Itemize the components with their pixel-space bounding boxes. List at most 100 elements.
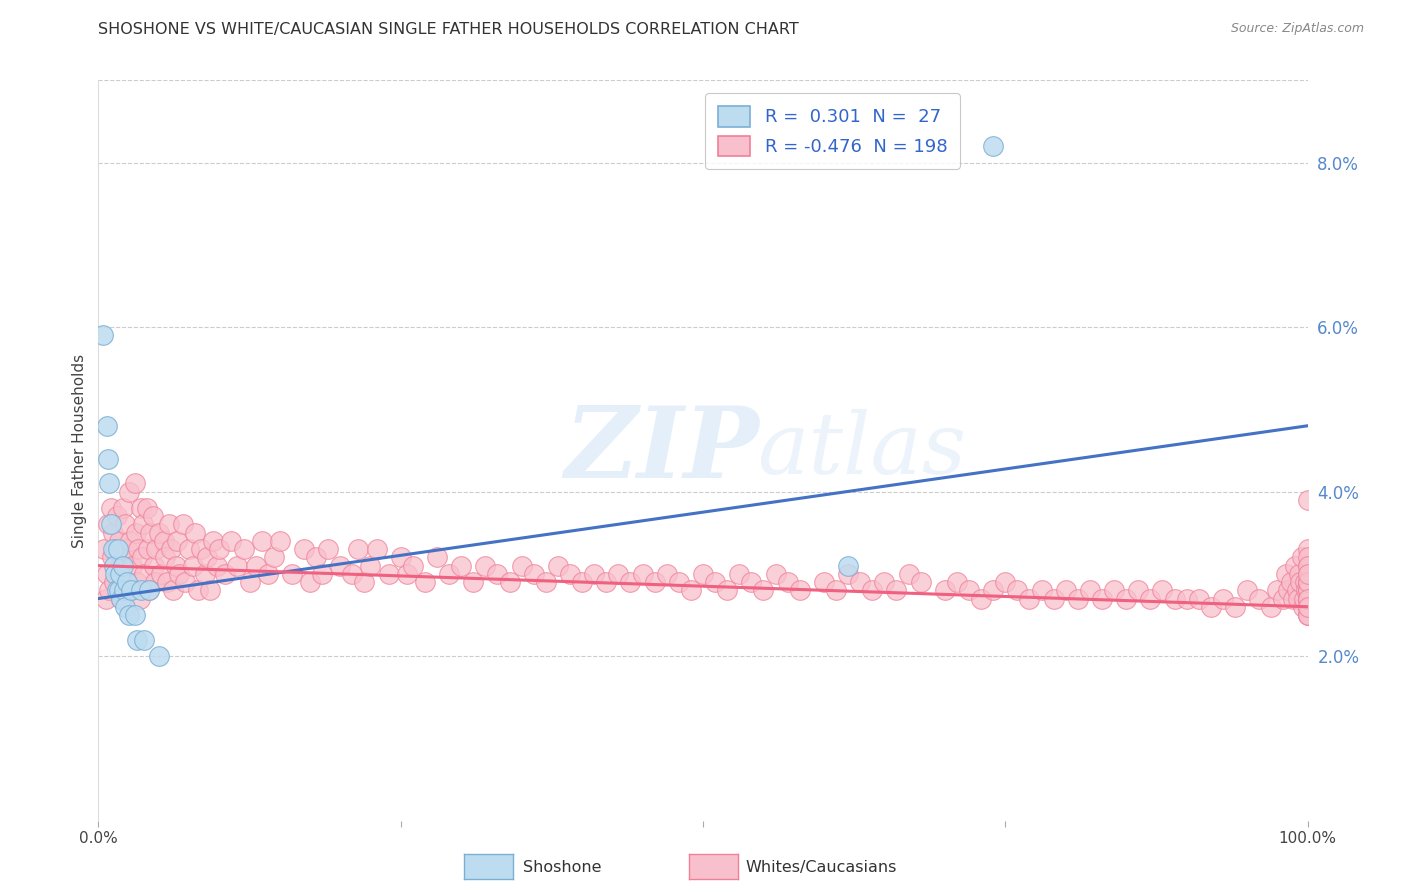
Point [98,583,121,598]
Point [117,542,139,557]
Point [631,566,654,581]
Point [1067,591,1090,606]
Point [118,484,141,499]
Point [150,566,173,581]
Point [156,575,179,590]
Y-axis label: Single Father Households: Single Father Households [72,353,87,548]
Point [316,542,339,557]
Point [100,501,122,516]
Point [1296,558,1319,573]
Point [583,566,606,581]
Point [1115,591,1137,606]
Point [108,583,131,598]
Point [813,575,835,590]
Point [101,525,124,540]
Point [1296,599,1319,614]
Point [118,607,141,622]
Point [1285,583,1308,598]
Point [486,566,509,581]
Point [395,566,418,581]
Point [1102,583,1125,598]
Point [1236,583,1258,598]
Point [169,566,191,581]
Point [131,550,153,565]
Point [172,517,194,532]
Point [329,558,352,573]
Point [1296,607,1319,622]
Point [934,583,956,598]
Point [281,566,304,581]
Point [704,575,727,590]
Text: atlas: atlas [758,409,966,491]
Point [607,566,630,581]
Point [165,558,187,573]
Point [1031,583,1053,598]
Point [1296,550,1319,565]
Point [120,583,142,598]
Point [1188,591,1211,606]
Point [148,525,170,540]
Point [1289,575,1312,590]
Point [1296,558,1319,573]
Text: ZIP: ZIP [564,402,759,499]
Point [174,575,197,590]
Point [103,558,125,573]
Point [1152,583,1174,598]
Point [957,583,980,598]
Point [1296,591,1319,606]
Point [946,575,969,590]
Point [644,575,666,590]
Point [124,607,146,622]
Point [114,517,136,532]
Point [1296,599,1319,614]
Point [129,583,152,598]
Point [104,566,127,581]
Point [305,550,328,565]
Point [166,533,188,548]
Point [347,542,370,557]
Point [221,533,243,548]
Point [1296,591,1319,606]
Point [100,517,122,532]
Point [619,575,641,590]
Legend: R =  0.301  N =  27, R = -0.476  N = 198: R = 0.301 N = 27, R = -0.476 N = 198 [706,93,960,169]
Point [1288,566,1310,581]
Point [668,575,690,590]
Point [1277,583,1299,598]
Point [789,583,811,598]
Point [692,566,714,581]
Point [115,575,138,590]
Point [873,575,896,590]
Point [1292,591,1315,606]
Point [1042,591,1064,606]
Point [1296,591,1319,606]
Point [474,558,496,573]
Point [1296,566,1319,581]
Point [134,632,156,647]
Point [111,558,134,573]
Point [463,575,485,590]
Point [1296,583,1319,598]
Point [127,542,149,557]
Point [728,566,751,581]
Point [135,501,157,516]
Point [107,566,129,581]
Point [1272,591,1295,606]
Point [679,583,702,598]
Point [765,566,787,581]
Point [190,542,212,557]
Point [153,550,176,565]
Point [1286,591,1309,606]
Point [981,139,1004,153]
Point [256,566,278,581]
Point [110,591,132,606]
Point [108,566,131,581]
Point [571,575,593,590]
Point [120,583,142,598]
Point [245,558,267,573]
Point [655,566,678,581]
Point [1296,566,1319,581]
Point [837,566,859,581]
Point [1091,591,1114,606]
Point [558,566,581,581]
